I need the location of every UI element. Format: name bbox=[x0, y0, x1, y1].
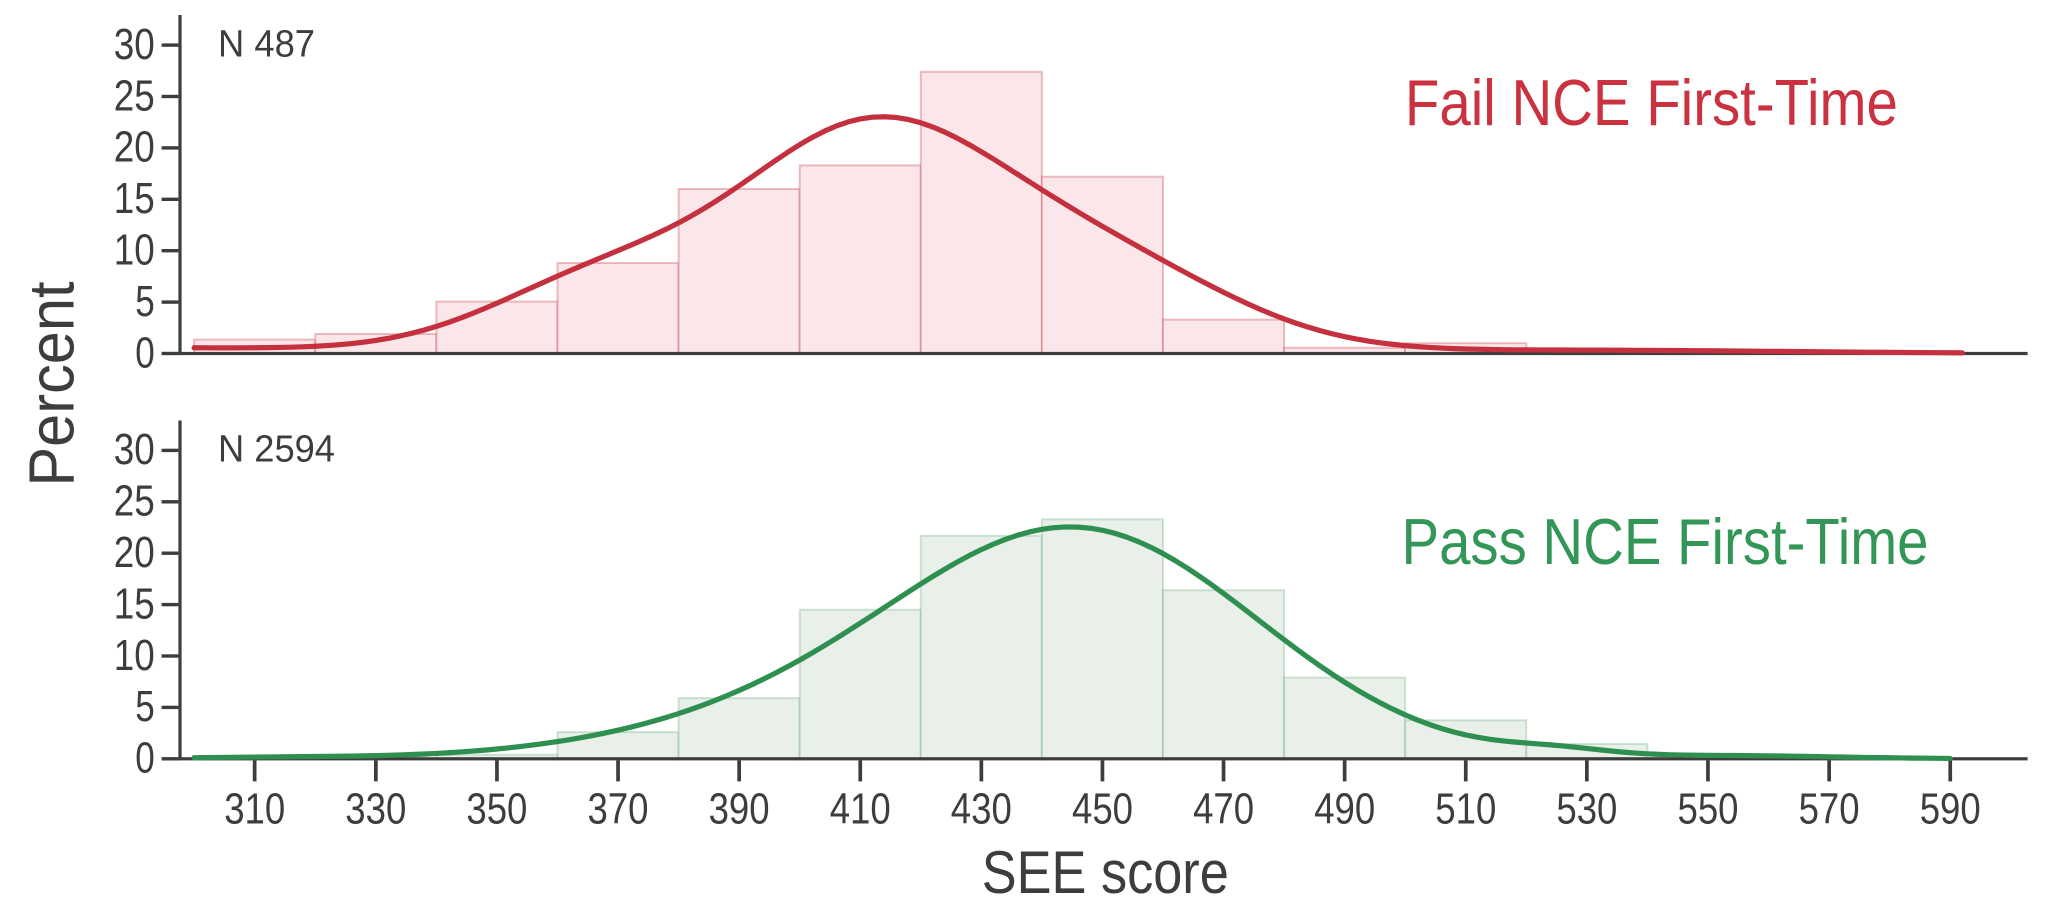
svg-text:N 487: N 487 bbox=[218, 23, 315, 65]
svg-text:430: 430 bbox=[951, 785, 1012, 834]
svg-text:SEE score: SEE score bbox=[982, 839, 1229, 906]
svg-text:0: 0 bbox=[135, 328, 155, 377]
svg-text:15: 15 bbox=[114, 579, 155, 628]
svg-text:490: 490 bbox=[1314, 785, 1375, 834]
svg-text:330: 330 bbox=[345, 785, 406, 834]
svg-text:5: 5 bbox=[135, 682, 155, 731]
svg-text:10: 10 bbox=[114, 226, 155, 275]
svg-text:590: 590 bbox=[1920, 785, 1981, 834]
svg-text:5: 5 bbox=[135, 277, 155, 326]
svg-text:310: 310 bbox=[224, 785, 285, 834]
svg-text:Percent: Percent bbox=[16, 281, 88, 486]
svg-text:370: 370 bbox=[588, 785, 649, 834]
svg-text:530: 530 bbox=[1556, 785, 1617, 834]
svg-text:410: 410 bbox=[830, 785, 891, 834]
svg-text:25: 25 bbox=[114, 477, 155, 526]
svg-text:N 2594: N 2594 bbox=[218, 428, 335, 470]
svg-text:570: 570 bbox=[1799, 785, 1860, 834]
svg-text:510: 510 bbox=[1435, 785, 1496, 834]
svg-text:350: 350 bbox=[466, 785, 527, 834]
svg-text:550: 550 bbox=[1678, 785, 1739, 834]
svg-text:20: 20 bbox=[114, 528, 155, 577]
svg-text:0: 0 bbox=[135, 734, 155, 783]
svg-text:25: 25 bbox=[114, 71, 155, 120]
svg-text:20: 20 bbox=[114, 123, 155, 172]
svg-text:15: 15 bbox=[114, 174, 155, 223]
svg-text:Pass NCE First-Time: Pass NCE First-Time bbox=[1402, 505, 1929, 578]
svg-text:30: 30 bbox=[114, 425, 155, 474]
svg-text:10: 10 bbox=[114, 631, 155, 680]
svg-text:390: 390 bbox=[709, 785, 770, 834]
svg-text:Fail NCE First-Time: Fail NCE First-Time bbox=[1405, 66, 1898, 139]
svg-text:30: 30 bbox=[114, 20, 155, 69]
svg-text:450: 450 bbox=[1072, 785, 1133, 834]
svg-text:470: 470 bbox=[1193, 785, 1254, 834]
